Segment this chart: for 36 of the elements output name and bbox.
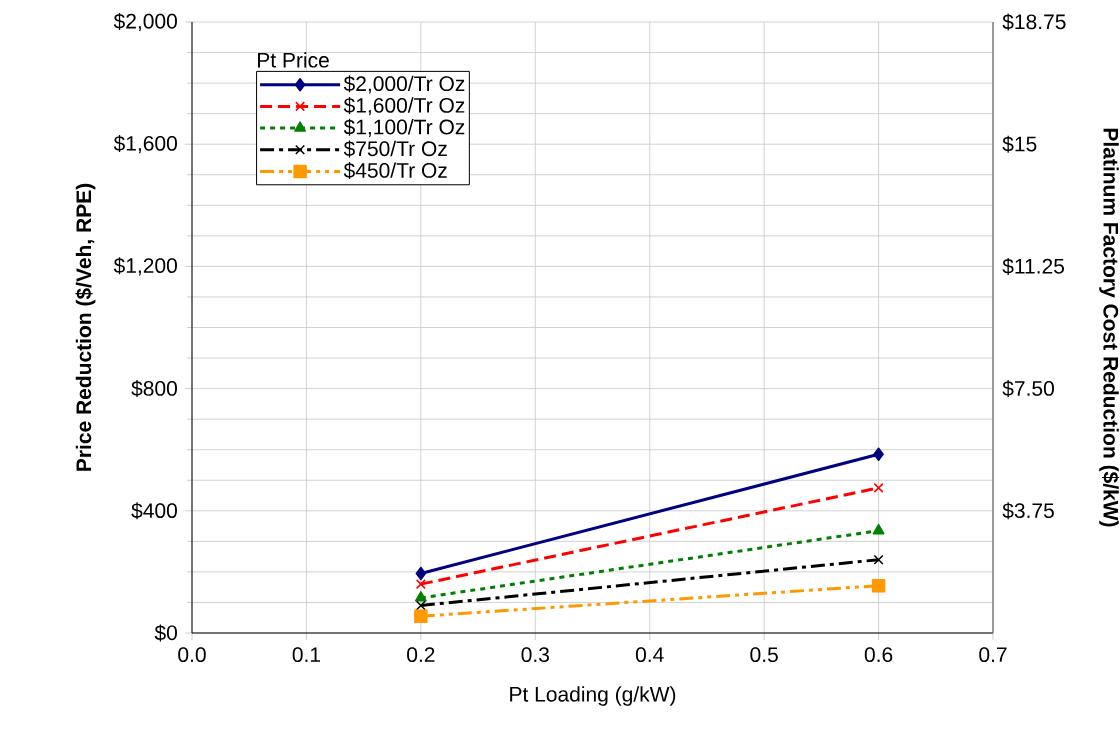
y2-axis-title: Platinum Factory Cost Reduction ($/kW) [1099, 128, 1120, 527]
point [873, 447, 884, 462]
y2-tick-label: $7.50 [1002, 380, 1054, 398]
y-tick-label: $400 [131, 502, 177, 520]
legend-title: Pt Price [258, 52, 329, 68]
point [871, 578, 886, 593]
y-tick-label: $1,200 [113, 257, 177, 276]
y-tick-label: $0 [154, 624, 177, 642]
legend-label: $450/Tr Oz [343, 162, 447, 180]
point [415, 566, 427, 581]
point [873, 482, 884, 493]
y2-tick-label: $18.75 [1002, 13, 1066, 31]
legend-label: $1,100/Tr Oz [343, 118, 465, 137]
x-tick-label: 0.2 [407, 647, 435, 663]
point [873, 554, 884, 565]
x-tick-label: 0.5 [750, 647, 778, 663]
y2-tick-label: $3.75 [1002, 502, 1054, 520]
x-axis-title: Pt Loading (g/kW) [510, 686, 676, 706]
y2-tick-label: $15 [1002, 135, 1037, 153]
x-tick-label: 0.3 [521, 647, 549, 663]
y-axis-title: Price Reduction ($/Veh, RPE) [75, 183, 96, 471]
point [415, 600, 426, 611]
y2-tick-label: $11.25 [1002, 257, 1064, 275]
point [414, 609, 428, 623]
x-tick-label: 0.4 [635, 647, 664, 663]
x-tick-label: 0.6 [864, 647, 893, 663]
y-tick-label: $1,600 [113, 135, 177, 154]
legend-label: $1,600/Tr Oz [343, 97, 465, 116]
y-tick-label: $2,000 [113, 12, 177, 32]
x-tick-label: 0.0 [178, 647, 206, 663]
legend-label: $750/Tr Oz [343, 140, 447, 158]
x-tick-label: 0.1 [292, 647, 320, 663]
point [415, 579, 426, 590]
y-tick-label: $800 [131, 380, 177, 398]
x-tick-label: 0.7 [979, 647, 1007, 663]
legend-label: $2,000/Tr Oz [343, 75, 465, 94]
